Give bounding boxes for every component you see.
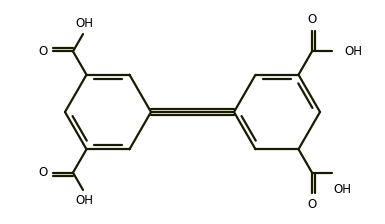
Text: OH: OH (75, 194, 93, 207)
Text: O: O (39, 45, 48, 58)
Text: OH: OH (75, 17, 93, 30)
Text: O: O (39, 166, 48, 179)
Text: O: O (307, 13, 316, 26)
Text: OH: OH (344, 45, 362, 58)
Text: O: O (307, 198, 316, 211)
Text: OH: OH (333, 183, 351, 196)
